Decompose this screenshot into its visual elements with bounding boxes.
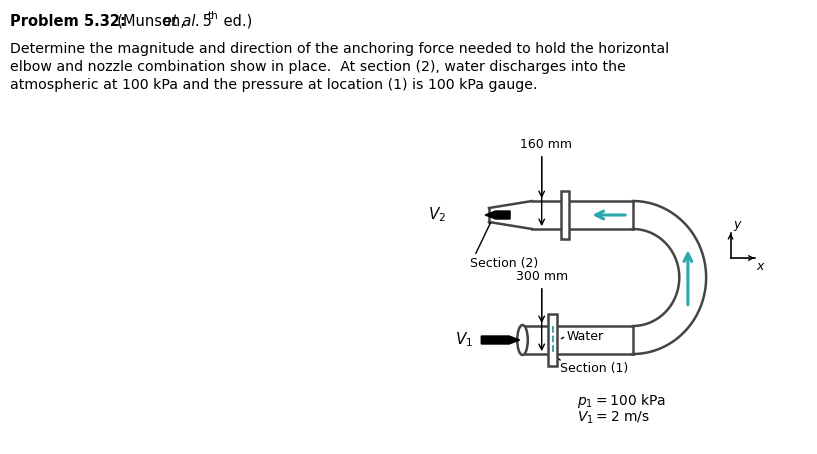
FancyArrow shape bbox=[481, 336, 520, 344]
FancyArrow shape bbox=[485, 211, 510, 219]
Text: x: x bbox=[757, 260, 764, 273]
Ellipse shape bbox=[517, 325, 528, 355]
Text: $V_2$: $V_2$ bbox=[428, 206, 446, 224]
Bar bbox=[548, 314, 557, 366]
Text: Problem 5.32:: Problem 5.32: bbox=[10, 14, 126, 29]
Text: 300 mm: 300 mm bbox=[516, 270, 568, 283]
Text: et al.: et al. bbox=[163, 14, 200, 29]
Text: (Munson,: (Munson, bbox=[109, 14, 190, 29]
Text: y: y bbox=[734, 218, 741, 231]
Text: Section (2): Section (2) bbox=[470, 257, 538, 270]
Text: $V_1 = 2$ m/s: $V_1 = 2$ m/s bbox=[577, 410, 650, 426]
Text: 5: 5 bbox=[198, 14, 212, 29]
Text: Determine the magnitude and direction of the anchoring force needed to hold the : Determine the magnitude and direction of… bbox=[10, 42, 668, 56]
Text: th: th bbox=[208, 11, 219, 21]
Text: Section (1): Section (1) bbox=[560, 362, 628, 375]
Text: $V_1$: $V_1$ bbox=[455, 331, 474, 349]
Text: Water: Water bbox=[566, 330, 603, 342]
Text: elbow and nozzle combination show in place.  At section (2), water discharges in: elbow and nozzle combination show in pla… bbox=[10, 60, 626, 74]
Text: 160 mm: 160 mm bbox=[520, 138, 573, 151]
Text: atmospheric at 100 kPa and the pressure at location (1) is 100 kPa gauge.: atmospheric at 100 kPa and the pressure … bbox=[10, 78, 537, 92]
Bar bbox=[560, 191, 569, 239]
Text: $p_1 = 100$ kPa: $p_1 = 100$ kPa bbox=[577, 392, 666, 410]
Text: ed.): ed.) bbox=[219, 14, 252, 29]
